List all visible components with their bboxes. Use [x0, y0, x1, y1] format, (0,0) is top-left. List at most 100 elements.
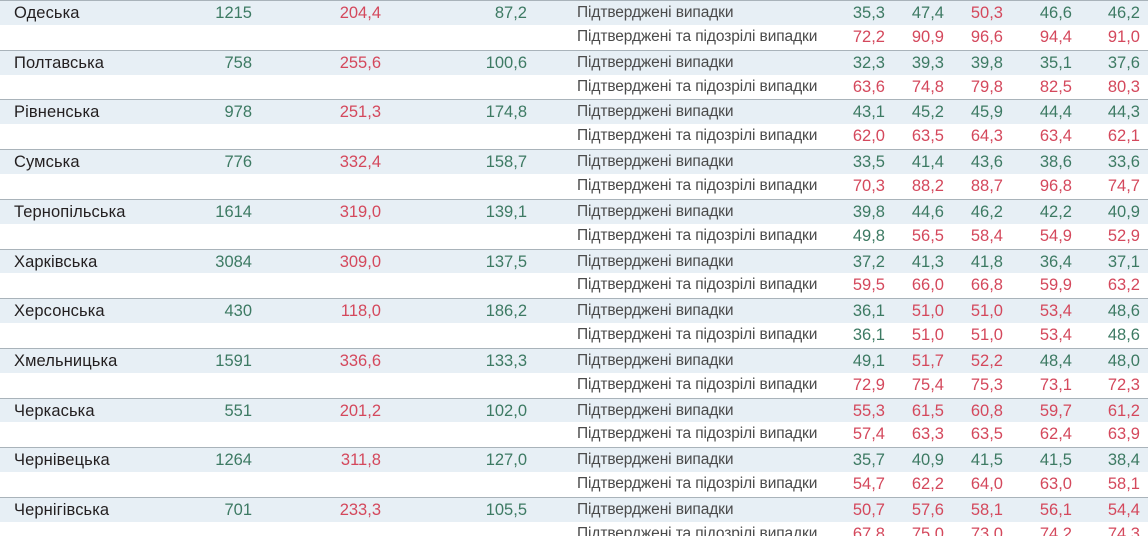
metric-value: 70,3 — [852, 176, 885, 195]
metric-value: 41,8 — [970, 252, 1003, 271]
region-name: Одеська — [14, 4, 80, 22]
region-summary-row: Чернівецька 1264 311,8 127,0 — [0, 447, 568, 473]
region-name: Сумська — [14, 153, 80, 172]
region-name: Полтавська — [14, 53, 105, 72]
metric-row: Підтверджені та підозрілі випадки 36,1 51,… — [568, 323, 1148, 348]
metric-value: 35,1 — [1039, 53, 1072, 72]
metric-value: 88,2 — [911, 176, 944, 195]
metric-value: 74,3 — [1107, 524, 1140, 536]
metric-label: Підтверджені випадки — [577, 401, 734, 419]
region-metric-value: 758 — [224, 53, 252, 72]
metric-value: 64,3 — [970, 127, 1003, 146]
metric-value: 48,6 — [1107, 302, 1140, 321]
metric-value: 41,5 — [1039, 451, 1072, 470]
metric-value: 72,3 — [1107, 375, 1140, 394]
region-summary-spacer — [0, 24, 568, 50]
region-metric-value: 174,8 — [485, 103, 527, 122]
metric-value: 41,5 — [970, 451, 1003, 470]
metric-value: 41,4 — [911, 153, 944, 172]
region-metric-value: 233,3 — [339, 501, 381, 519]
region-metric-value: 158,7 — [485, 153, 527, 172]
metric-label: Підтверджені випадки — [577, 153, 734, 171]
region-summary-spacer — [0, 173, 568, 199]
region-metric-value: 102,0 — [485, 401, 527, 420]
metric-value: 35,7 — [852, 451, 885, 470]
region-metric-value: 1591 — [215, 351, 252, 370]
metric-label: Підтверджені випадки — [577, 53, 734, 71]
region-metric-value: 1215 — [215, 4, 252, 22]
metric-label: Підтверджені випадки — [577, 202, 734, 220]
region-metric-value: 127,0 — [485, 451, 527, 470]
metric-row: Підтверджені випадки 35,3 47,4 50,3 46,6 46,2 — [568, 0, 1148, 25]
metric-value: 39,8 — [852, 202, 885, 221]
metric-value: 73,0 — [970, 524, 1003, 536]
metric-value: 59,9 — [1039, 276, 1072, 295]
metric-value: 41,3 — [911, 252, 944, 271]
metric-value: 50,3 — [970, 4, 1003, 22]
metric-value: 96,6 — [970, 27, 1003, 46]
metric-label: Підтверджені та підозрілі випадки — [577, 127, 818, 145]
metric-value: 63,2 — [1107, 276, 1140, 295]
metric-label: Підтверджені та підозрілі випадки — [577, 276, 818, 294]
region-metric-value: 255,6 — [339, 53, 381, 72]
region-summary-spacer — [0, 323, 568, 348]
metric-label: Підтверджені та підозрілі випадки — [577, 27, 818, 45]
metric-value: 63,3 — [911, 425, 944, 444]
region-summary-panel: Одеська 1215 204,4 87,2 Полтавська 758 255,6 10… — [0, 0, 568, 536]
region-metric-value: 105,5 — [485, 501, 527, 519]
metric-value: 52,2 — [970, 351, 1003, 370]
metric-value: 46,2 — [1107, 4, 1140, 22]
metric-value: 80,3 — [1107, 77, 1140, 96]
region-metric-value: 139,1 — [485, 202, 527, 221]
region-name: Тернопільська — [14, 202, 126, 221]
metric-value: 33,6 — [1107, 153, 1140, 172]
metric-value: 37,6 — [1107, 53, 1140, 72]
metric-value: 49,1 — [852, 351, 885, 370]
metric-breakdown-panel: Підтверджені випадки 35,3 47,4 50,3 46,6 46,2… — [568, 0, 1148, 536]
metric-value: 72,9 — [852, 375, 885, 394]
metric-value: 51,0 — [970, 302, 1003, 321]
region-metric-value: 309,0 — [339, 252, 381, 271]
metric-label: Підтверджені та підозрілі випадки — [577, 475, 818, 493]
region-metric-value: 100,6 — [485, 53, 527, 72]
metric-value: 37,2 — [852, 252, 885, 271]
region-metric-value: 118,0 — [340, 302, 381, 321]
region-summary-spacer — [0, 124, 568, 150]
metric-value: 72,2 — [852, 27, 885, 46]
metric-value: 54,4 — [1107, 501, 1140, 519]
metric-value: 50,7 — [852, 501, 885, 519]
metric-value: 56,5 — [911, 226, 944, 245]
metric-value: 53,4 — [1039, 302, 1072, 321]
region-summary-spacer — [0, 273, 568, 299]
region-summary-row: Одеська 1215 204,4 87,2 — [0, 0, 568, 25]
metric-value: 36,4 — [1039, 252, 1072, 271]
region-name: Чернівецька — [14, 451, 110, 470]
metric-row: Підтверджені випадки 33,5 41,4 43,6 38,6 33,6 — [568, 149, 1148, 174]
region-metric-value: 551 — [224, 401, 252, 420]
metric-row: Підтверджені випадки 50,7 57,6 58,1 56,1 54,4 — [568, 497, 1148, 522]
metric-value: 96,8 — [1039, 176, 1072, 195]
metric-value: 56,1 — [1039, 501, 1072, 519]
metric-value: 59,7 — [1039, 401, 1072, 420]
metric-row: Підтверджені та підозрілі випадки 57,4 63,… — [568, 422, 1148, 448]
metric-value: 74,7 — [1107, 176, 1140, 195]
metric-value: 44,3 — [1107, 103, 1140, 122]
metric-value: 37,1 — [1107, 252, 1140, 271]
metric-value: 62,2 — [911, 475, 944, 494]
metric-value: 40,9 — [911, 451, 944, 470]
metric-value: 43,1 — [852, 103, 885, 122]
metric-value: 73,1 — [1039, 375, 1072, 394]
region-metric-value: 186,2 — [485, 302, 527, 321]
region-name: Черкаська — [14, 401, 95, 420]
metric-value: 75,3 — [970, 375, 1003, 394]
metric-label: Підтверджені випадки — [577, 103, 734, 121]
metric-row: Підтверджені та підозрілі випадки 49,8 56,… — [568, 223, 1148, 249]
region-summary-row: Харківська 3084 309,0 137,5 — [0, 248, 568, 274]
metric-value: 82,5 — [1039, 77, 1072, 96]
region-metric-value: 332,4 — [339, 153, 381, 172]
metric-row: Підтверджені випадки 36,1 51,0 51,0 53,4 48,6 — [568, 298, 1148, 324]
metric-row: Підтверджені випадки 43,1 45,2 45,9 44,4 44,3 — [568, 99, 1148, 125]
metric-value: 38,6 — [1039, 153, 1072, 172]
metric-value: 62,0 — [852, 127, 885, 146]
